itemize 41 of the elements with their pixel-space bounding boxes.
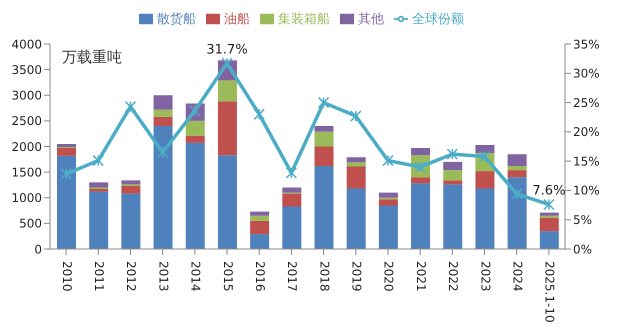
- y2-tick-label: 10%: [573, 184, 600, 198]
- y2-tick-label: 0%: [573, 242, 592, 256]
- annotation: 万载重吨: [62, 48, 122, 67]
- x-tick-label: 2017: [285, 261, 300, 292]
- y-tick-label: 2500: [11, 114, 42, 128]
- legend-label: 全球份额: [412, 12, 464, 27]
- x-tick-label: 2025.1-10: [542, 261, 557, 323]
- y-tick-label: 1500: [11, 165, 42, 180]
- y2-tick-label: 20%: [573, 125, 600, 140]
- x-tick-label: 2023: [478, 261, 492, 292]
- x-tick-label: 2019: [350, 261, 364, 292]
- x-tick-label: 2014: [188, 261, 203, 292]
- y-tick-label: 4000: [11, 37, 42, 52]
- x-tick-label: 2010: [60, 261, 74, 292]
- y-tick-label: 500: [19, 216, 42, 231]
- x-tick-label: 2011: [92, 261, 106, 292]
- y-tick-label: 2000: [11, 140, 42, 154]
- y-tick-label: 0: [34, 242, 42, 256]
- y2-tick-label: 15%: [573, 154, 600, 168]
- y-tick-label: 1000: [11, 191, 42, 206]
- legend-label: 油船: [224, 12, 250, 27]
- data-label: 31.7%: [206, 42, 248, 58]
- x-tick-label: 2024: [510, 261, 524, 292]
- y2-tick-label: 30%: [573, 66, 600, 81]
- y-tick-label: 3000: [11, 88, 42, 103]
- legend-label: 其他: [358, 12, 384, 27]
- y-tick-label: 3500: [11, 62, 42, 77]
- x-tick-label: 2016: [252, 261, 267, 292]
- y2-tick-label: 5%: [573, 212, 592, 227]
- y2-tick-label: 25%: [573, 96, 600, 110]
- x-tick-label: 2018: [317, 261, 332, 292]
- data-label: 7.6%: [532, 183, 566, 198]
- x-tick-label: 2015: [220, 261, 235, 292]
- y2-tick-label: 35%: [573, 37, 600, 52]
- x-tick-label: 2021: [414, 261, 428, 292]
- legend-label: 集装箱船: [278, 12, 330, 27]
- x-tick-label: 2022: [446, 261, 460, 292]
- x-tick-label: 2013: [156, 261, 170, 292]
- x-tick-label: 2020: [382, 261, 396, 292]
- x-tick-label: 2012: [124, 261, 138, 292]
- legend-label: 散货船: [157, 12, 196, 27]
